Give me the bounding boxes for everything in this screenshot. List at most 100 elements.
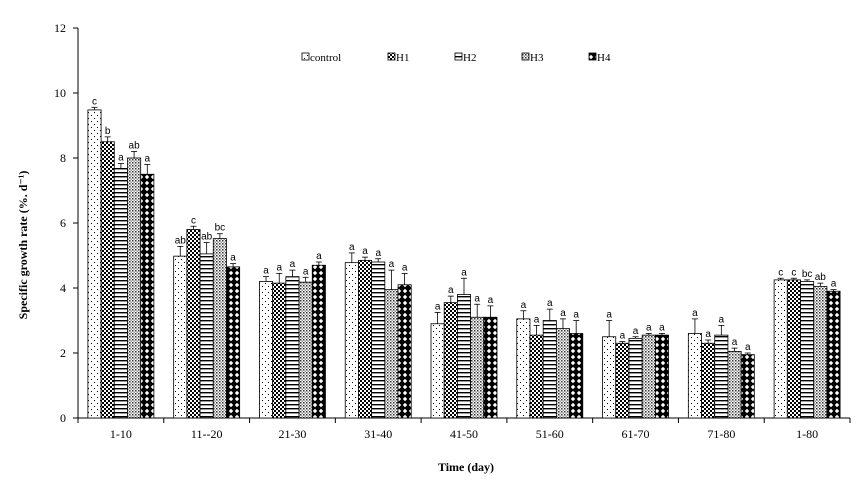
x-tick-label: 21-30 bbox=[278, 427, 306, 441]
bar-control-0 bbox=[87, 109, 102, 419]
significance-label: a bbox=[573, 310, 579, 321]
significance-label: a bbox=[745, 342, 751, 353]
significance-label: a bbox=[692, 308, 698, 319]
bar-h3-6 bbox=[641, 334, 656, 419]
y-tick-label: 2 bbox=[60, 346, 66, 360]
bar-control-7 bbox=[687, 333, 702, 419]
significance-label: a bbox=[606, 310, 612, 321]
significance-label: a bbox=[145, 154, 151, 165]
bar-h3-8 bbox=[813, 285, 828, 419]
x-tick-label: 1-80 bbox=[796, 427, 818, 441]
bar-h2-2 bbox=[285, 276, 300, 419]
y-tick-label: 4 bbox=[60, 281, 66, 295]
bar-h1-1 bbox=[186, 229, 201, 419]
legend: control H1 H2 H3 H4 bbox=[301, 52, 611, 64]
legend-label-h3: H3 bbox=[530, 52, 544, 64]
bar-h4-0 bbox=[140, 173, 155, 419]
bar-h1-4 bbox=[443, 302, 458, 419]
significance-label: a bbox=[402, 262, 408, 273]
significance-label: ab bbox=[201, 232, 213, 243]
bar-h2-4 bbox=[456, 294, 471, 419]
y-tick-label: 10 bbox=[54, 86, 66, 100]
bar-control-1 bbox=[173, 255, 188, 419]
bar-h4-6 bbox=[654, 334, 669, 419]
legend-label-h2: H2 bbox=[463, 52, 476, 64]
significance-label: ab bbox=[815, 272, 827, 283]
bar-h1-3 bbox=[358, 259, 373, 419]
significance-label: ab bbox=[175, 235, 187, 246]
bar-h4-2 bbox=[311, 264, 326, 419]
bar-h4-4 bbox=[483, 316, 498, 419]
y-tick-label: 6 bbox=[60, 216, 66, 230]
bar-control-4 bbox=[430, 323, 445, 419]
bar-h4-8 bbox=[826, 290, 841, 419]
legend-swatch-control bbox=[301, 52, 310, 61]
significance-label: bc bbox=[215, 223, 226, 234]
bar-h2-1 bbox=[199, 253, 214, 419]
bar-h1-5 bbox=[529, 334, 544, 419]
significance-label: a bbox=[349, 242, 355, 253]
significance-label: a bbox=[719, 314, 725, 325]
bar-h2-8 bbox=[800, 281, 815, 419]
bar-h1-8 bbox=[786, 279, 801, 419]
significance-label: c bbox=[791, 267, 796, 278]
significance-label: a bbox=[375, 248, 381, 259]
bar-h3-7 bbox=[727, 350, 742, 419]
x-tick-label: 51-60 bbox=[536, 427, 564, 441]
bar-h2-6 bbox=[628, 337, 643, 419]
bar-h4-3 bbox=[397, 284, 412, 419]
x-tick-label: 41-50 bbox=[450, 427, 478, 441]
legend-label-control: control bbox=[310, 52, 341, 64]
x-tick-label: 11--20 bbox=[191, 427, 223, 441]
legend-label-h1: H1 bbox=[396, 52, 409, 64]
y-tick-label: 0 bbox=[60, 411, 66, 425]
significance-label: c bbox=[92, 96, 97, 107]
bar-h1-7 bbox=[701, 342, 716, 419]
significance-label: a bbox=[620, 331, 626, 342]
significance-label: a bbox=[646, 323, 652, 334]
significance-label: a bbox=[560, 308, 566, 319]
significance-label: c bbox=[778, 267, 783, 278]
significance-label: a bbox=[732, 337, 738, 348]
significance-label: a bbox=[534, 314, 540, 325]
significance-label: a bbox=[633, 326, 639, 337]
y-tick-label: 12 bbox=[54, 21, 66, 35]
significance-label: a bbox=[276, 262, 282, 273]
bar-h2-3 bbox=[371, 261, 386, 419]
significance-label: a bbox=[461, 267, 467, 278]
bar-h1-2 bbox=[272, 282, 287, 419]
legend-swatch-h3 bbox=[521, 52, 530, 61]
bar-control-3 bbox=[344, 262, 359, 419]
significance-label: ab bbox=[129, 141, 141, 152]
bar-control-2 bbox=[259, 281, 274, 419]
legend-label-h4: H4 bbox=[597, 52, 611, 64]
x-tick-label: 31-40 bbox=[364, 427, 392, 441]
significance-label: a bbox=[448, 285, 454, 296]
significance-label: a bbox=[435, 301, 441, 312]
legend-swatch-h1 bbox=[387, 52, 396, 61]
x-axis: 1-10 11--20 21-30 31-40 41-50 51-60 61-70 71-80… bbox=[77, 417, 851, 441]
bar-h2-7 bbox=[714, 334, 729, 419]
significance-label: a bbox=[659, 323, 665, 334]
significance-label: b bbox=[105, 126, 111, 137]
significance-label: a bbox=[230, 253, 236, 264]
significance-label: a bbox=[389, 259, 395, 270]
bar-control-5 bbox=[516, 318, 531, 419]
y-axis-title: Specific growth rate (%. d⁻¹) bbox=[16, 171, 30, 320]
significance-label: a bbox=[488, 295, 494, 306]
significance-label: bc bbox=[802, 269, 813, 280]
significance-label: a bbox=[521, 300, 527, 311]
bar-h4-1 bbox=[226, 266, 241, 419]
bar-h3-2 bbox=[298, 281, 313, 419]
bar-h3-5 bbox=[555, 328, 570, 419]
y-tick-label: 8 bbox=[60, 151, 66, 165]
significance-label: a bbox=[316, 251, 322, 262]
bar-h3-0 bbox=[127, 157, 142, 419]
x-tick-label: 71-80 bbox=[707, 427, 735, 441]
x-tick-label: 1-10 bbox=[110, 427, 132, 441]
significance-label: a bbox=[290, 259, 296, 270]
bar-h2-5 bbox=[542, 320, 557, 419]
significance-label: a bbox=[547, 298, 553, 309]
bar-h1-6 bbox=[615, 342, 630, 419]
